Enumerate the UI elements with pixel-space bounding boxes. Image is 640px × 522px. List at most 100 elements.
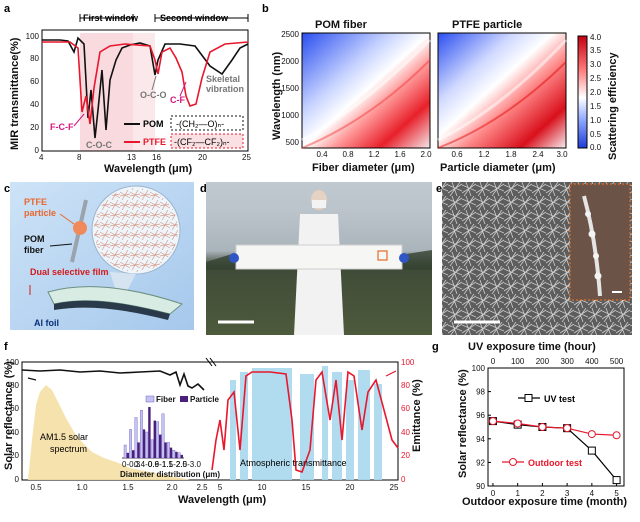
panel-c-label: c <box>4 183 10 195</box>
ptfe-particle-label-2: particle <box>24 208 56 218</box>
panel-g: g UV exposure time (hour) 0 100 200 300 400 5… <box>432 341 627 508</box>
inset-tick: 1.5-2.0 <box>162 460 187 469</box>
g-bottom-tick: 2 <box>540 489 545 498</box>
b-ytick: 2000 <box>281 57 299 66</box>
panel-e: e <box>436 182 632 335</box>
cbar-tick: 2.5 <box>590 74 602 83</box>
panel-a-ylabel: MIR transmittance(%) <box>9 37 21 150</box>
g-bottom-tick: 1 <box>515 489 520 498</box>
f-ytick: 40 <box>10 428 19 437</box>
panel-b-title-right: PTFE particle <box>452 19 522 31</box>
am15-spectrum <box>28 385 190 480</box>
panel-g-top-xlabel: UV exposure time (hour) <box>468 341 596 353</box>
panel-b-label: b <box>262 3 269 15</box>
inset-legend-fiber: Fiber <box>156 395 176 404</box>
fiber-bar <box>150 439 154 459</box>
g-top-tick: 0 <box>491 357 496 366</box>
skeletal-annotation-1: Skeletal <box>206 74 240 84</box>
g-top-tick: 200 <box>536 357 550 366</box>
panel-g-y-ticks: 90 92 94 96 98 100 <box>472 364 491 491</box>
atmospheric-transmittance <box>230 366 382 480</box>
outdoor-test-point <box>563 424 572 433</box>
f-ytick-right: 20 <box>401 451 410 460</box>
panel-d-label: d <box>200 183 207 195</box>
fiber-bar <box>156 421 159 459</box>
f-ytick: 80 <box>10 381 19 390</box>
pom-curve <box>42 36 249 139</box>
panel-b-xlabel-left: Fiber diameter (μm) <box>312 162 415 174</box>
ptfe-particle-label-1: PTFE <box>24 197 47 207</box>
f-ytick-right: 60 <box>401 404 410 413</box>
inset-bars <box>123 407 183 459</box>
f-xtick: 1.5 <box>122 483 134 492</box>
panel-f-y-ticks-right: 0 20 40 60 80 100 <box>401 358 415 484</box>
pom-fiber-label-1: POM <box>24 234 45 244</box>
a-ytick: 40 <box>30 100 39 109</box>
f-ytick-right: 80 <box>401 381 410 390</box>
zoom-marker <box>377 250 388 261</box>
b-ytick: 1500 <box>281 84 299 93</box>
f-xtick: 2.5 <box>196 483 208 492</box>
b-xtick: 1.2 <box>368 150 380 159</box>
a-ytick: 80 <box>30 54 39 63</box>
panel-a-axes <box>41 29 249 152</box>
lab-coat <box>294 214 344 335</box>
second-window-label: Second window <box>160 13 229 23</box>
first-window-label: First window <box>83 13 139 23</box>
b-xtick: 2.0 <box>420 150 432 159</box>
uv-test-line <box>492 420 618 481</box>
panel-c: c PTFE particle POM fiber Dual selective… <box>4 182 194 330</box>
panel-f-ylabel-right: Emittance (%) <box>411 379 423 452</box>
cbar-tick: 4.0 <box>590 33 602 42</box>
colorbar-label: Scattering efficiency <box>607 52 619 160</box>
fiber-bar <box>161 413 165 459</box>
a-xtick: 16 <box>152 153 161 162</box>
particle-bar <box>164 442 167 458</box>
colorbar <box>577 35 588 149</box>
outdoor-test-point <box>488 417 497 426</box>
b-xtick: 0.8 <box>342 150 354 159</box>
outdoor-test-line <box>492 420 617 436</box>
legend-outdoor-test: Outdoor test <box>528 458 582 468</box>
panel-b-x-ticks-right: 0.6 1.2 1.8 2.4 3.0 <box>451 150 568 159</box>
particle-bar <box>180 454 183 458</box>
particle-bar <box>159 434 162 458</box>
oco-annotation: O-C-O <box>140 90 167 100</box>
a-xtick: 4 <box>39 153 44 162</box>
outdoor-test-point <box>538 423 547 431</box>
g-y-tick: 98 <box>476 388 485 397</box>
f-ytick-right: 40 <box>401 428 410 437</box>
cbar-tick: 0.0 <box>590 143 602 152</box>
panel-f-y-ticks-left: 0 20 40 60 80 100 <box>6 358 20 484</box>
fiber-bar <box>129 429 132 459</box>
legend-ptfe: PTFE <box>143 137 166 147</box>
inset-tick: 0.4-0.6 <box>134 460 159 469</box>
film-sample-sheet <box>235 244 403 270</box>
cbar-tick: 1.5 <box>590 102 602 111</box>
b-xtick: 1.8 <box>505 150 517 159</box>
a-xtick: 8 <box>77 153 82 162</box>
b-xtick: 3.0 <box>556 150 568 159</box>
fiber-bar <box>134 417 138 459</box>
a-xtick: 25 <box>242 153 251 162</box>
f-ytick: 20 <box>10 451 19 460</box>
f-ytick-right: 100 <box>401 358 415 367</box>
f-xtick: 15 <box>302 483 311 492</box>
g-top-tick: 300 <box>560 357 574 366</box>
panel-f-axes <box>21 361 399 481</box>
legend-pom: POM <box>143 119 164 129</box>
panel-a-label: a <box>4 3 11 15</box>
f-xtick: 20 <box>346 483 355 492</box>
g-top-tick: 400 <box>585 357 599 366</box>
ptfe-particle-icon <box>73 221 87 235</box>
b-ytick: 500 <box>286 138 300 147</box>
a-ytick: 100 <box>26 32 40 41</box>
g-y-tick: 90 <box>476 482 485 491</box>
am15-label-2: spectrum <box>50 444 87 454</box>
particle-bar <box>132 450 135 458</box>
legend-uv-test: UV test <box>544 394 575 404</box>
emittance-curve <box>211 370 399 474</box>
f-ytick-right: 0 <box>401 475 406 484</box>
coc-annotation: C-O-C <box>86 140 112 150</box>
